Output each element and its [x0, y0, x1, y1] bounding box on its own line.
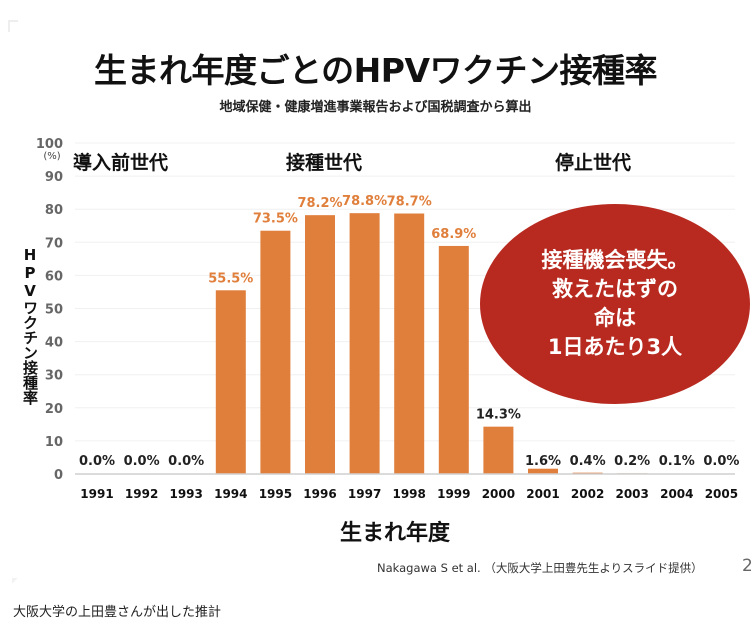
x-axis-ticks: 1991 1992 1993 1994 1995 1996 1997 1998 1999 2000… — [80, 487, 738, 501]
callout-bubble: 接種機会喪失。 救えたはずの 命は 1日あたり3人 — [480, 204, 750, 404]
data-label: 78.8% — [342, 194, 387, 209]
bar-2001 — [528, 468, 558, 474]
data-label: 78.7% — [387, 195, 432, 210]
x-tick-label: 1998 — [392, 487, 425, 501]
x-tick-label: 1996 — [303, 487, 336, 501]
y-tick-label: 50 — [45, 303, 63, 318]
bar-2000 — [483, 426, 514, 474]
data-label: 0.4% — [570, 454, 606, 469]
data-label: 0.0% — [124, 454, 160, 469]
y-axis-ticks: 0 10 20 30 40 50 60 70 80 90 100 — [36, 137, 63, 483]
data-label: 14.3% — [476, 408, 521, 423]
x-tick-label: 1992 — [125, 487, 158, 501]
data-label: 68.9% — [431, 227, 476, 242]
y-tick-label: 20 — [45, 402, 63, 417]
bar-1997 — [349, 213, 380, 474]
bars — [215, 213, 692, 475]
y-tick-label: 80 — [45, 203, 63, 218]
callout-line: 命は — [594, 306, 636, 330]
citation: Nakagawa S et al. （大阪大学上田豊先生よりスライド提供） — [377, 561, 703, 575]
x-tick-label: 2003 — [615, 487, 648, 501]
y-axis-unit: (%) — [43, 151, 60, 162]
image-caption: 大阪大学の上田豊さんが出した推計 — [13, 605, 222, 620]
y-tick-label: 60 — [45, 269, 63, 284]
page-number: 2 — [742, 556, 751, 576]
data-label: 0.0% — [168, 454, 204, 469]
y-tick-label: 90 — [45, 170, 63, 185]
y-tick-label: 70 — [45, 236, 63, 251]
generation-label-suspended: 停止世代 — [555, 152, 632, 174]
x-tick-label: 2001 — [526, 487, 559, 501]
chart-subtitle: 地域保健・健康増進事業報告および国税調査から算出 — [219, 100, 532, 115]
y-tick-label: 100 — [36, 137, 63, 152]
x-tick-label: 2004 — [660, 487, 693, 501]
y-tick-label: 10 — [45, 435, 63, 450]
x-tick-label: 2005 — [705, 487, 738, 501]
generation-label-pre-introduction: 導入前世代 — [73, 152, 169, 174]
chart-title: 生まれ年度ごとのHPVワクチン接種率 — [93, 51, 658, 90]
y-tick-label: 30 — [45, 369, 63, 384]
x-tick-label: 1997 — [348, 487, 381, 501]
bar-1999 — [438, 245, 469, 474]
data-label: 0.0% — [79, 454, 115, 469]
x-tick-label: 1991 — [80, 487, 113, 501]
x-tick-label: 2002 — [571, 487, 604, 501]
bar-1996 — [305, 215, 335, 474]
y-tick-label: 40 — [45, 336, 63, 351]
generation-label-vaccinated: 接種世代 — [286, 152, 363, 174]
y-tick-label: 0 — [54, 468, 63, 483]
slide-corner-mark-bottom — [12, 578, 18, 584]
bar-1994 — [215, 290, 246, 474]
x-tick-label: 1995 — [259, 487, 292, 501]
bar-1998 — [394, 213, 425, 475]
callout-line: 救えたはずの — [552, 277, 678, 301]
bar-1995 — [260, 230, 291, 474]
callout-line: 1日あたり3人 — [547, 335, 683, 359]
x-axis-title: 生まれ年度 — [340, 521, 451, 546]
data-labels: 0.0% 0.0% 0.0% 55.5% 73.5%78.2% 78.8% 78.7% 68.… — [79, 194, 739, 469]
x-tick-label: 1994 — [214, 487, 247, 501]
data-label: 0.2% — [614, 454, 650, 469]
data-label: 55.5% — [208, 271, 253, 286]
x-tick-label: 1993 — [169, 487, 202, 501]
y-axis-title: HPVワクチン接種率 — [21, 246, 39, 405]
data-label: 0.0% — [703, 454, 739, 469]
data-label: 73.5% — [253, 212, 298, 227]
slide-corner-mark — [8, 20, 18, 32]
x-tick-label: 2000 — [482, 487, 515, 501]
data-label: 0.1% — [659, 454, 695, 469]
data-label: 1.6% — [525, 454, 561, 469]
callout-line: 接種機会喪失。 — [541, 248, 689, 272]
data-label: 78.2% — [297, 196, 342, 211]
x-tick-label: 1999 — [437, 487, 470, 501]
